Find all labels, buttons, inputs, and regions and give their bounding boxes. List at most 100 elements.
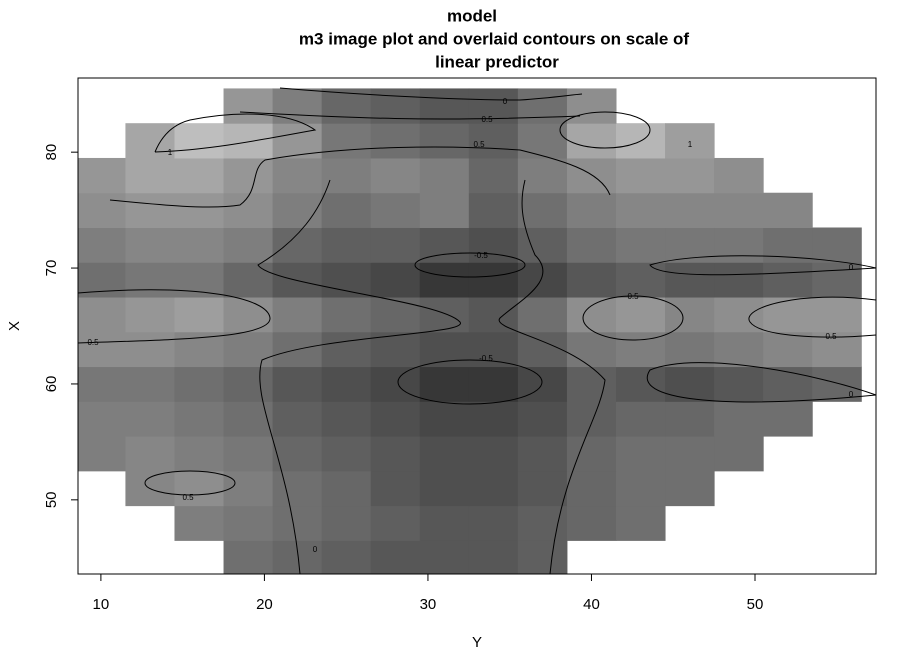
heatmap-cell bbox=[272, 297, 323, 333]
contour-label: 0.5 bbox=[627, 292, 639, 301]
heatmap-cell bbox=[272, 470, 323, 507]
heatmap-cell bbox=[517, 470, 568, 507]
heatmap-cell bbox=[419, 401, 470, 437]
contour-label: 0.5 bbox=[473, 140, 485, 149]
heatmap-cell bbox=[763, 331, 813, 368]
contour-line bbox=[646, 362, 877, 403]
x-tick-label: 40 bbox=[583, 596, 600, 613]
x-tick-label: 50 bbox=[747, 596, 764, 613]
heatmap-cell bbox=[566, 366, 617, 402]
heatmap-cell bbox=[468, 297, 519, 333]
heatmap-cell bbox=[370, 123, 421, 159]
x-tick-label: 20 bbox=[256, 596, 273, 613]
contour-labels: -0.5 -0.5 0.5 0.5 0.5 0.5 0.5 0.5 1 1 0 … bbox=[87, 97, 853, 554]
heatmap bbox=[78, 88, 862, 575]
contour-label: 0 bbox=[849, 263, 854, 272]
contour-label: 1 bbox=[688, 140, 693, 149]
heatmap-cell bbox=[272, 192, 323, 228]
heatmap-cell bbox=[174, 297, 225, 333]
heatmap-cell bbox=[370, 436, 421, 472]
heatmap-cell bbox=[223, 331, 274, 368]
contour-line bbox=[239, 111, 581, 120]
heatmap-cell bbox=[566, 227, 617, 263]
heatmap-cell bbox=[78, 157, 126, 194]
contour-line bbox=[144, 470, 236, 496]
heatmap-cell bbox=[812, 297, 862, 333]
heatmap-cell bbox=[665, 192, 715, 228]
heatmap-cell bbox=[615, 262, 666, 298]
heatmap-cell bbox=[615, 366, 666, 402]
heatmap-cell bbox=[812, 331, 862, 368]
heatmap-cell bbox=[272, 505, 323, 541]
chart-title: linear predictor bbox=[435, 52, 559, 71]
contour-label: 0.5 bbox=[87, 338, 99, 347]
heatmap-cell bbox=[615, 157, 666, 194]
heatmap-cell bbox=[419, 88, 470, 124]
heatmap-cell bbox=[78, 192, 126, 228]
heatmap-cell bbox=[125, 436, 175, 472]
heatmap-cell bbox=[223, 88, 274, 124]
heatmap-cell bbox=[272, 401, 323, 437]
heatmap-cell bbox=[566, 401, 617, 437]
contour-line bbox=[109, 146, 611, 208]
heatmap-cell bbox=[714, 366, 764, 402]
contour-label: 0.5 bbox=[182, 493, 194, 502]
heatmap-cell bbox=[419, 297, 470, 333]
heatmap-cell bbox=[174, 331, 225, 368]
heatmap-cell bbox=[174, 436, 225, 472]
heatmap-cell bbox=[125, 262, 175, 298]
contour-label: -0.5 bbox=[474, 251, 488, 260]
heatmap-cell bbox=[566, 192, 617, 228]
heatmap-cell bbox=[714, 436, 764, 472]
contour-line bbox=[559, 111, 651, 149]
heatmap-cell bbox=[665, 436, 715, 472]
heatmap-cell bbox=[174, 157, 225, 194]
heatmap-cell bbox=[125, 123, 175, 159]
heatmap-cell bbox=[517, 297, 568, 333]
heatmap-cell bbox=[615, 401, 666, 437]
heatmap-cell bbox=[370, 157, 421, 194]
heatmap-cell bbox=[615, 227, 666, 263]
heatmap-cell bbox=[321, 297, 372, 333]
heatmap-cell bbox=[517, 505, 568, 541]
heatmap-cell bbox=[468, 540, 519, 575]
heatmap-cell bbox=[272, 227, 323, 263]
heatmap-cell bbox=[615, 192, 666, 228]
heatmap-cell bbox=[223, 123, 274, 159]
heatmap-cell bbox=[370, 505, 421, 541]
heatmap-cell bbox=[468, 157, 519, 194]
heatmap-cell bbox=[125, 227, 175, 263]
y-axis-label: X bbox=[6, 321, 23, 331]
heatmap-cell bbox=[517, 123, 568, 159]
heatmap-cell bbox=[566, 262, 617, 298]
heatmap-cell bbox=[272, 540, 323, 575]
heatmap-cell bbox=[321, 505, 372, 541]
heatmap-cell bbox=[468, 331, 519, 368]
heatmap-cell bbox=[812, 227, 862, 263]
heatmap-cell bbox=[174, 470, 225, 507]
heatmap-cell bbox=[321, 366, 372, 402]
chart-title: model bbox=[447, 6, 497, 25]
heatmap-cell bbox=[566, 297, 617, 333]
heatmap-cell bbox=[321, 470, 372, 507]
x-tick-label: 10 bbox=[93, 596, 110, 613]
chart-title: m3 image plot and overlaid contours on s… bbox=[299, 29, 689, 48]
heatmap-cell bbox=[370, 470, 421, 507]
heatmap-cell bbox=[419, 157, 470, 194]
heatmap-cell bbox=[615, 505, 666, 541]
contour-label: 0 bbox=[849, 390, 854, 399]
heatmap-cell bbox=[517, 192, 568, 228]
contour-line bbox=[748, 296, 877, 338]
contour-label: 0 bbox=[313, 545, 318, 554]
heatmap-cell bbox=[223, 227, 274, 263]
heatmap-cell bbox=[272, 366, 323, 402]
heatmap-cell bbox=[370, 366, 421, 402]
contour-line bbox=[414, 252, 526, 278]
contour-line bbox=[77, 289, 271, 344]
heatmap-cell bbox=[125, 401, 175, 437]
heatmap-cell bbox=[125, 157, 175, 194]
heatmap-cell bbox=[419, 505, 470, 541]
heatmap-cell bbox=[714, 262, 764, 298]
heatmap-cell bbox=[665, 157, 715, 194]
